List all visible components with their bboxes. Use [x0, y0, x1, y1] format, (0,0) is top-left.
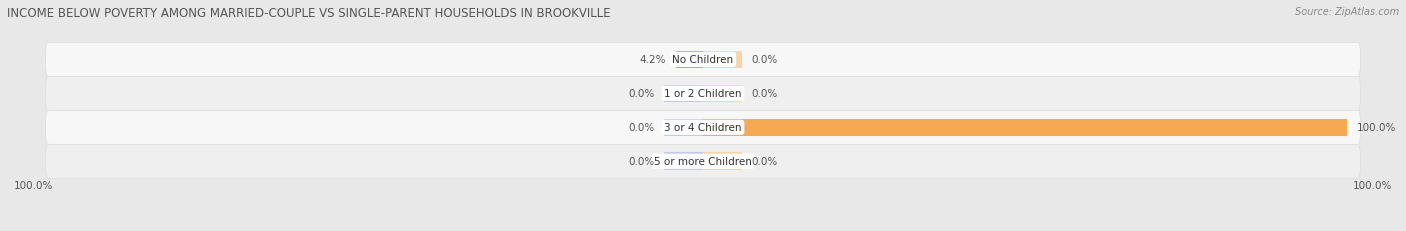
- Text: 0.0%: 0.0%: [751, 157, 778, 167]
- Text: 0.0%: 0.0%: [751, 55, 778, 65]
- Bar: [676, 51, 703, 69]
- Text: 5 or more Children: 5 or more Children: [654, 157, 752, 167]
- Text: INCOME BELOW POVERTY AMONG MARRIED-COUPLE VS SINGLE-PARENT HOUSEHOLDS IN BROOKVI: INCOME BELOW POVERTY AMONG MARRIED-COUPL…: [7, 7, 610, 20]
- FancyBboxPatch shape: [45, 145, 1361, 179]
- Text: 100.0%: 100.0%: [14, 180, 53, 190]
- Text: 100.0%: 100.0%: [1357, 123, 1396, 133]
- Text: 100.0%: 100.0%: [1353, 180, 1392, 190]
- Bar: [665, 119, 703, 137]
- Bar: [703, 51, 742, 69]
- FancyBboxPatch shape: [45, 77, 1361, 111]
- Bar: [665, 153, 703, 170]
- Text: 0.0%: 0.0%: [628, 157, 655, 167]
- Bar: [703, 153, 742, 170]
- Bar: [703, 119, 1347, 137]
- FancyBboxPatch shape: [45, 43, 1361, 77]
- Text: 1 or 2 Children: 1 or 2 Children: [664, 89, 742, 99]
- Bar: [703, 85, 742, 103]
- Text: 0.0%: 0.0%: [628, 89, 655, 99]
- Bar: [665, 85, 703, 103]
- Text: 0.0%: 0.0%: [751, 89, 778, 99]
- Text: 0.0%: 0.0%: [628, 123, 655, 133]
- Text: No Children: No Children: [672, 55, 734, 65]
- Text: Source: ZipAtlas.com: Source: ZipAtlas.com: [1295, 7, 1399, 17]
- FancyBboxPatch shape: [45, 111, 1361, 145]
- Text: 4.2%: 4.2%: [640, 55, 666, 65]
- Text: 3 or 4 Children: 3 or 4 Children: [664, 123, 742, 133]
- Legend: Married Couples, Single Parents: Married Couples, Single Parents: [589, 228, 817, 231]
